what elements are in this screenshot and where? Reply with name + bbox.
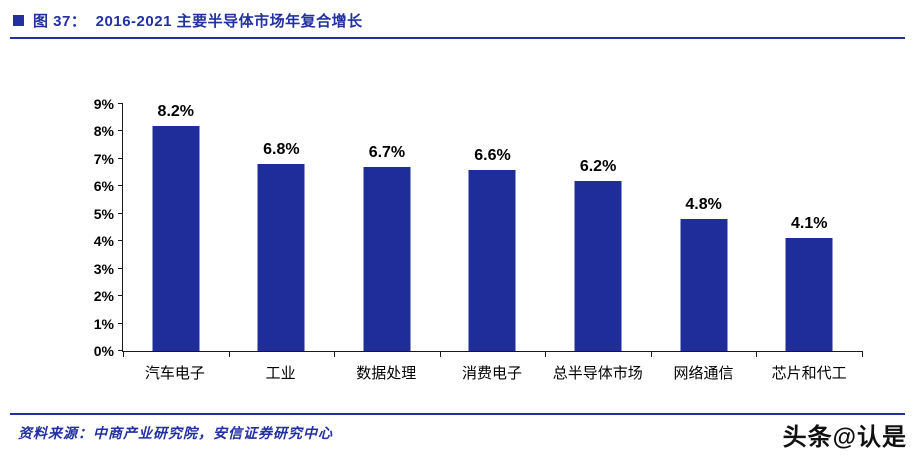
- bar: [785, 238, 833, 351]
- y-axis-tick-label: 9%: [93, 96, 114, 112]
- y-axis-tick-mark: [118, 295, 123, 297]
- x-axis-tick-mark: [756, 351, 758, 357]
- bar-value-label: 6.8%: [263, 141, 300, 159]
- footer-divider: [10, 413, 905, 415]
- x-axis-tick-mark: [650, 351, 652, 357]
- y-axis-tick-label: 0%: [93, 343, 114, 359]
- bar-slot: 4.1%: [756, 104, 862, 351]
- y-axis-tick-mark: [118, 103, 123, 104]
- y-axis-tick-label: 2%: [93, 288, 114, 305]
- bar-slot: 6.6%: [440, 104, 546, 351]
- y-axis-tick-label: 1%: [93, 315, 114, 332]
- bar-value-label: 6.7%: [368, 144, 406, 162]
- y-axis-tick-mark: [118, 130, 123, 132]
- x-axis-tick-mark: [123, 351, 124, 357]
- bar: [574, 180, 622, 351]
- bar-value-label: 4.1%: [790, 215, 828, 233]
- x-axis-category-labels: 汽车电子 工业 数据处理 消费电子 总半导体市场 网络通信 芯片和代工: [122, 362, 862, 383]
- bar-slot: 6.8%: [229, 104, 335, 351]
- bar: [468, 169, 516, 351]
- bar: [152, 125, 200, 351]
- x-axis-category-label: 芯片和代工: [771, 365, 847, 382]
- watermark-text: 头条@认是: [782, 424, 907, 451]
- bar-slot: 4.8%: [651, 104, 757, 351]
- y-axis-tick-label: 6%: [93, 178, 114, 195]
- x-axis-category-label: 汽车电子: [144, 365, 205, 382]
- header-divider: [10, 37, 905, 39]
- y-axis-tick-label: 4%: [93, 233, 114, 250]
- y-axis-tick-label: 8%: [93, 123, 114, 140]
- y-axis-tick-mark: [118, 267, 123, 269]
- y-axis-tick-label: 3%: [93, 260, 114, 277]
- x-axis-tick-mark: [545, 351, 547, 357]
- x-axis-tick-mark: [228, 351, 230, 357]
- source-note: 资料来源：中商产业研究院，安信证券研究中心: [18, 427, 333, 442]
- x-axis-category-label: 工业: [265, 365, 296, 382]
- x-axis-category-label: 消费电子: [462, 365, 523, 382]
- figure-header: 图 37： 2016-2021 主要半导体市场年复合增长: [13, 10, 363, 31]
- bar-value-label: 6.2%: [579, 157, 617, 175]
- x-axis-tick-mark: [334, 351, 336, 357]
- bar-value-label: 4.8%: [685, 196, 722, 214]
- bar-value-label: 6.6%: [474, 146, 511, 164]
- bar-chart-plot-area: 0% 1% 2% 3% 4% 5% 6% 7% 8% 9% 8.2% 6.8% 6.7% 6.6% 6.2%…: [94, 97, 863, 358]
- bar: [680, 219, 728, 351]
- bar-slot: 8.2%: [123, 102, 229, 351]
- bar: [363, 167, 411, 351]
- y-axis-tick-label: 5%: [93, 205, 114, 222]
- y-axis-tick-mark: [118, 350, 123, 351]
- figure-title: 图 37： 2016-2021 主要半导体市场年复合增长: [33, 13, 363, 30]
- bar-value-label: 8.2%: [157, 102, 195, 120]
- title-bullet-icon: [13, 15, 24, 26]
- x-axis-category-label: 总半导体市场: [552, 365, 643, 382]
- y-axis-tick-mark: [118, 212, 123, 214]
- bar-slot: 6.2%: [545, 104, 651, 351]
- x-axis-tick-mark: [439, 351, 441, 357]
- y-axis-tick-label: 7%: [93, 150, 114, 167]
- y-axis-tick-mark: [118, 157, 123, 159]
- x-axis-category-label: 网络通信: [673, 365, 734, 382]
- y-axis-tick-mark: [118, 322, 123, 324]
- x-axis-tick-mark: [862, 351, 863, 357]
- y-axis-tick-mark: [118, 185, 123, 187]
- bar: [257, 164, 305, 351]
- x-axis-category-label: 数据处理: [356, 365, 417, 382]
- y-axis-tick-mark: [118, 240, 123, 242]
- bar-slot: 6.7%: [334, 104, 440, 351]
